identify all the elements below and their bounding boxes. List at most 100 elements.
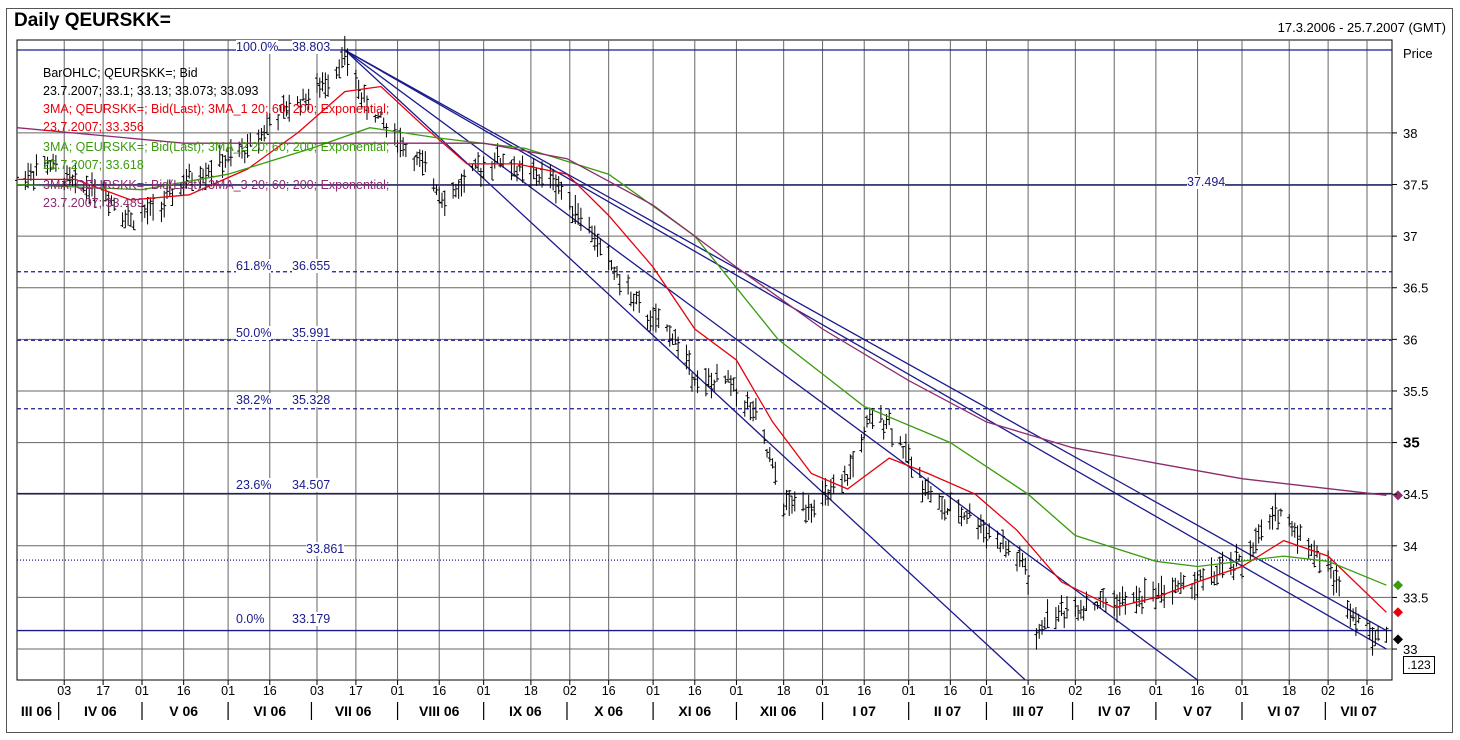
- ohlc-bar: [1270, 506, 1275, 530]
- ohlc-bar: [998, 542, 1003, 553]
- x-month-label: IV 07: [1098, 703, 1131, 719]
- ohlc-bar: [298, 99, 303, 116]
- ohlc-bar: [920, 480, 925, 503]
- ohlc-bar: [359, 92, 364, 108]
- x-month-label: V 06: [169, 703, 198, 719]
- ohlc-bar: [840, 474, 844, 493]
- ohlc-bar: [967, 503, 972, 519]
- ohlc-bar: [1298, 524, 1303, 542]
- ohlc-bar: [28, 163, 33, 181]
- ohlc-bar: [520, 155, 525, 183]
- ohlc-bar: [942, 499, 947, 521]
- ohlc-bar: [353, 69, 358, 89]
- ohlc-bar: [731, 377, 736, 392]
- ohlc-bar: [1178, 572, 1183, 594]
- ohlc-bar: [337, 59, 342, 79]
- ohlc-bar: [415, 151, 419, 166]
- x-tick-label: 16: [1107, 684, 1121, 698]
- end-marker: [1393, 490, 1403, 501]
- x-month-label: VII 07: [1340, 703, 1377, 719]
- ohlc-bar: [1237, 554, 1242, 562]
- ohlc-bar: [976, 517, 981, 540]
- ohlc-bar: [1037, 623, 1042, 639]
- ohlc-bar: [67, 167, 72, 186]
- ohlc-bar: [1092, 601, 1097, 611]
- ohlc-bar: [403, 143, 408, 158]
- x-month-label: VI 06: [253, 703, 286, 719]
- ohlc-bar: [345, 48, 350, 76]
- ohlc-bar: [362, 84, 367, 103]
- ohlc-bar: [1062, 610, 1067, 629]
- ohlc-bar: [648, 310, 653, 332]
- ohlc-bar: [451, 181, 456, 199]
- ohlc-bar: [765, 448, 769, 458]
- x-month-label: V 07: [1183, 703, 1212, 719]
- ohlc-bar: [103, 181, 108, 202]
- ohlc-bar: [1137, 587, 1142, 607]
- ohlc-bar: [1115, 594, 1119, 623]
- x-month-label: IV 06: [84, 703, 117, 719]
- ohlc-bar: [865, 415, 869, 428]
- ohlc-bar: [984, 526, 989, 549]
- ohlc-bar: [120, 212, 125, 227]
- ohlc-bar: [987, 523, 992, 539]
- ohlc-bar: [1073, 596, 1078, 617]
- ohlc-bar: [667, 325, 672, 347]
- ohlc-bar: [1034, 628, 1039, 650]
- ohlc-bar: [245, 133, 250, 158]
- ohlc-bar: [509, 159, 514, 181]
- ohlc-bar: [848, 454, 853, 480]
- ohlc-bar: [1015, 551, 1019, 572]
- ohlc-bar: [92, 179, 97, 208]
- ohlc-bar: [106, 191, 111, 217]
- ohlc-bar: [342, 35, 347, 66]
- ohlc-bar: [31, 171, 36, 191]
- ohlc-bar: [323, 72, 328, 99]
- ohlc-bar: [1103, 598, 1108, 613]
- fib-value-236: 34.507: [292, 478, 331, 492]
- x-tick-label: 01: [729, 684, 743, 698]
- ohlc-bar: [1228, 551, 1233, 576]
- ohlc-bar: [537, 174, 542, 185]
- ohlc-bar: [609, 259, 614, 271]
- ohlc-bar: [123, 209, 128, 229]
- ohlc-bar: [392, 123, 397, 146]
- ohlc-bar: [1076, 605, 1081, 621]
- ohlc-bar: [826, 489, 831, 506]
- ohlc-bar: [1373, 630, 1378, 647]
- ohlc-bar: [1095, 601, 1100, 610]
- ohlc-bar: [442, 190, 447, 216]
- ohlc-bar: [148, 197, 153, 216]
- ohlc-bar: [1353, 607, 1358, 637]
- x-tick-label: 01: [902, 684, 916, 698]
- ohlc-bar: [1140, 595, 1144, 614]
- ohlc-bar: [1331, 570, 1336, 596]
- ohlc-bar: [87, 185, 92, 205]
- ohlc-bar: [1370, 626, 1375, 656]
- ohlc-bar: [1273, 492, 1278, 522]
- ohlc-bar: [431, 178, 436, 192]
- ohlc-bar: [673, 328, 678, 345]
- ohlc-bar: [1023, 557, 1028, 575]
- fib-value-382: 35.328: [292, 393, 331, 407]
- ohlc-bar: [190, 172, 194, 191]
- ohlc-bar: [612, 266, 617, 280]
- x-month-label: II 07: [934, 703, 961, 719]
- ohlc-bar: [401, 137, 406, 157]
- ohlc-bar: [159, 201, 164, 223]
- ohlc-bar: [559, 181, 564, 200]
- x-tick-label: 18: [524, 684, 538, 698]
- ohlc-bar: [284, 101, 289, 117]
- x-month-label: VI 07: [1267, 703, 1300, 719]
- ohlc-bar: [1040, 620, 1044, 635]
- x-tick-label: 01: [391, 684, 405, 698]
- ohlc-bar: [317, 77, 322, 98]
- ohlc-bar: [831, 474, 836, 495]
- y-tick-label: 35.5: [1403, 384, 1428, 399]
- legend-ma3-line-2: 23.7.2007; 33.489: [43, 196, 144, 210]
- ohlc-bar: [631, 293, 636, 312]
- x-month-label: III 07: [1013, 703, 1044, 719]
- ohlc-bar: [553, 174, 558, 204]
- y-axis-label: Price: [1403, 46, 1433, 61]
